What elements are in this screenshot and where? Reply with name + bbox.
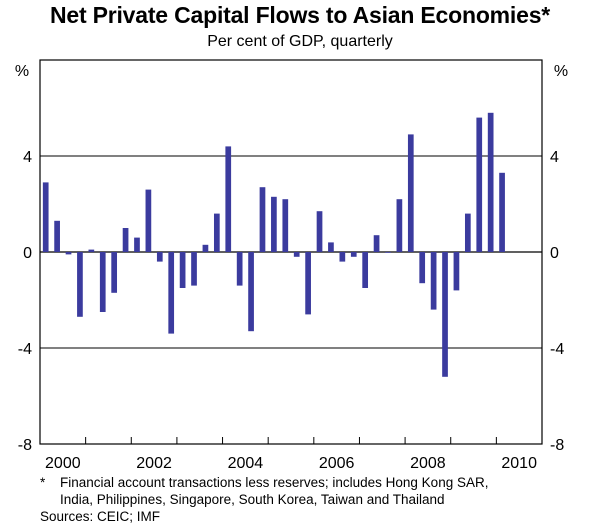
bar [430,252,437,310]
bar [305,252,311,315]
bar-chart: 4 4 0 0 -4 -4 -8 -8% % 2000 2002 2004 2006 2008 2010 [15,59,568,470]
bar [179,252,186,288]
bar [259,187,266,252]
bar [464,213,471,252]
bar [373,235,380,252]
bar [339,252,346,262]
bar [202,244,209,252]
bar [453,252,460,291]
y-tick-label-right: -4 [550,341,564,358]
sources-line: Sources: CEIC; IMF [40,509,161,524]
footnotes: * Financial account transactions less re… [40,474,590,525]
bar [362,252,369,288]
x-tick-label: 2002 [136,455,172,470]
bar [156,252,163,262]
bar [145,189,152,252]
y-tick-label-left: -8 [18,437,32,454]
bar [225,146,232,252]
y-tick-label-right: -8 [550,437,564,454]
footnote-asterisk: * [40,475,46,490]
bar [99,252,106,312]
bar [442,252,448,377]
y-tick-label-left: -4 [18,341,32,358]
footnote-line-2: India, Philippines, Singapore, South Kor… [60,492,445,507]
bar [213,213,220,252]
bar [282,199,289,252]
bar [350,252,357,257]
x-tick-label: 2000 [45,455,81,470]
x-tick-label: 2006 [319,455,355,470]
chart-title: Net Private Capital Flows to Asian Econo… [49,2,551,28]
y-unit-right: % [554,63,568,80]
bar [316,211,323,252]
bar [499,172,505,252]
bar [476,117,483,252]
y-tick-label-right: 4 [550,149,559,166]
y-tick-label-left: 0 [23,245,32,262]
x-tick-label: 2004 [228,455,264,470]
x-tick-label: 2008 [410,455,446,470]
y-tick-label-right: 0 [550,245,559,262]
bar [407,134,414,252]
bar [134,237,140,252]
bar [293,252,300,257]
bar [54,220,60,252]
bar [396,199,403,252]
bar [419,252,426,284]
bar [328,242,334,252]
y-tick-label-left: 4 [23,149,32,166]
footnote-line-1: Financial account transactions less rese… [60,475,489,490]
bar [111,252,118,293]
plot-frame [39,59,543,445]
bar [191,252,197,286]
bar [122,228,129,252]
bar [385,252,391,253]
x-tick-label: 2010 [501,455,537,470]
bar [236,252,243,286]
chart-subtitle: Per cent of GDP, quarterly [207,33,393,50]
bar [88,249,95,252]
bar [487,112,494,252]
bar [271,196,277,252]
y-unit-left: % [15,63,29,80]
bar [248,252,254,332]
bar [168,252,175,334]
bar [42,182,49,252]
bar [65,252,72,255]
bar [77,252,83,317]
